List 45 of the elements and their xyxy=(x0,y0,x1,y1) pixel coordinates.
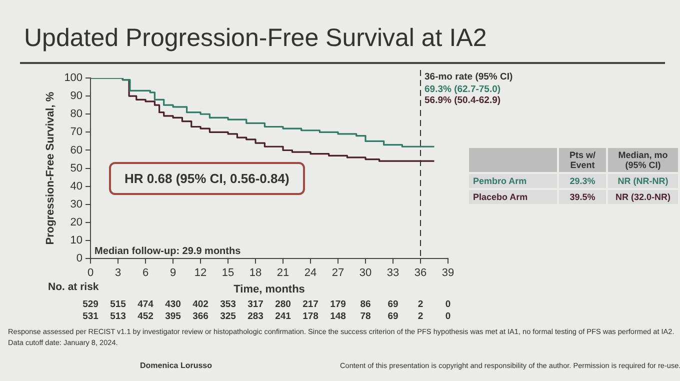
annotation: Median follow-up: 29.9 months xyxy=(94,246,241,257)
y-tick-label: 90 xyxy=(70,90,83,102)
x-axis-title: Time, months xyxy=(234,283,305,296)
annotation: 56.9% (50.4-62.9) xyxy=(424,95,501,106)
text: No. at risk xyxy=(48,281,99,293)
annotation: HR 0.68 (95% CI, 0.56-0.84) xyxy=(108,162,306,195)
text: Placebo Arm xyxy=(469,190,557,204)
x-tick-label: 18 xyxy=(249,267,262,280)
text: 39.5% xyxy=(559,190,606,204)
y-tick-label: 30 xyxy=(70,198,83,210)
y-axis-title: Progression-Free Survival, % xyxy=(44,92,57,245)
text: NR (NR-NR) xyxy=(608,174,678,188)
y-tick-label: 70 xyxy=(70,126,83,138)
x-tick-label: 33 xyxy=(386,267,400,280)
x-tick-label: 3 xyxy=(114,267,122,280)
chart-title: Updated Progression-Free Survival at IA2 xyxy=(24,24,487,53)
x-tick-label: 0 xyxy=(87,267,94,280)
y-tick-label: 60 xyxy=(70,144,83,156)
annotation: 69.3% (62.7-75.0) xyxy=(424,84,501,95)
y-tick-label: 100 xyxy=(64,72,83,84)
text: NR (32.0-NR) xyxy=(608,190,678,204)
text: 29.3% xyxy=(559,174,606,188)
text: Domenica Lorusso xyxy=(140,361,212,370)
x-tick-label: 27 xyxy=(332,267,344,280)
ref-line-label: 36-mo rate (95% CI) xyxy=(424,71,513,82)
y-tick-label: 80 xyxy=(70,108,83,120)
text: Pembro Arm xyxy=(469,174,557,188)
x-tick-label: 6 xyxy=(142,267,149,280)
x-tick-label: 21 xyxy=(276,267,290,280)
text: 531 513 452 395 366 325 283 241 178 148 78 69 2 0 xyxy=(82,311,451,322)
x-tick-label: 24 xyxy=(304,267,317,280)
x-tick-label: 12 xyxy=(194,267,207,280)
y-tick-label: 20 xyxy=(70,216,83,229)
x-tick-label: 9 xyxy=(170,267,176,280)
text: Pts w/ Event xyxy=(559,148,606,172)
text: Median, mo (95% CI) xyxy=(608,148,678,172)
y-tick-label: 0 xyxy=(76,252,83,265)
x-tick-label: 30 xyxy=(359,267,372,280)
y-tick-label: 50 xyxy=(70,162,83,174)
x-tick-label: 39 xyxy=(442,267,454,280)
y-tick-label: 40 xyxy=(70,180,83,192)
text: 529 515 474 430 402 353 317 280 217 179 86 69 2 0 xyxy=(82,299,451,310)
x-tick-label: 15 xyxy=(222,267,234,280)
y-tick-label: 10 xyxy=(70,234,83,247)
x-tick-label: 36 xyxy=(414,267,427,280)
